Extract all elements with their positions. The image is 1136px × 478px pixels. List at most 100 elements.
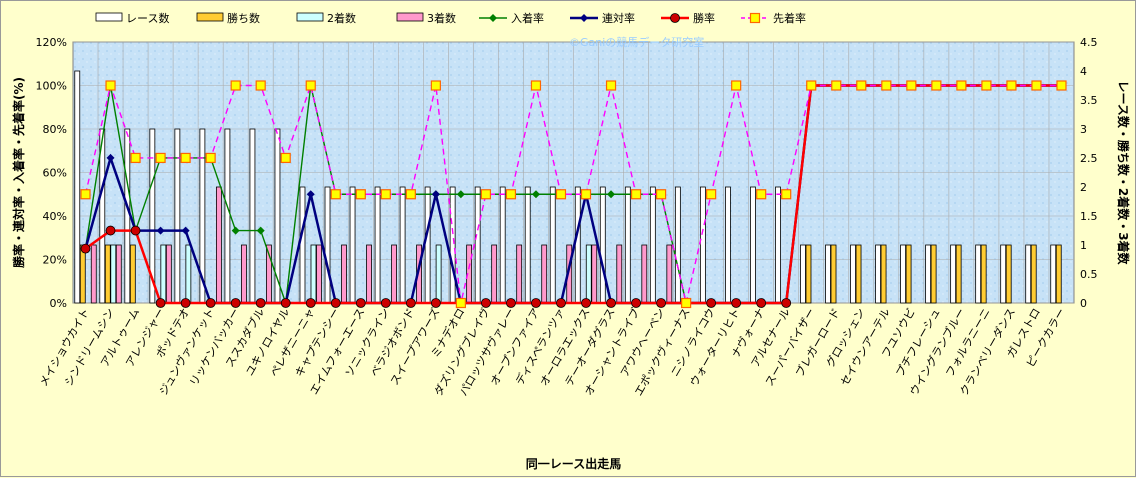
win-rate-marker bbox=[155, 298, 166, 308]
bar-races bbox=[99, 128, 106, 304]
rentai-rate-marker bbox=[106, 153, 115, 162]
bar-thirds bbox=[616, 244, 623, 304]
win-rate-marker bbox=[255, 298, 266, 308]
bar-races bbox=[449, 186, 456, 304]
y-right-tick-label: 1 bbox=[1080, 239, 1087, 252]
bar-races bbox=[674, 186, 681, 304]
bar-races bbox=[324, 186, 331, 304]
win-rate-marker bbox=[756, 298, 767, 308]
y-left-tick-label: 100% bbox=[36, 80, 67, 93]
senchaku-rate-marker bbox=[881, 80, 892, 91]
senchaku-rate-marker bbox=[430, 80, 441, 91]
senchaku-rate-marker bbox=[305, 80, 316, 91]
senchaku-rate-markers bbox=[80, 80, 1067, 309]
bar-races bbox=[1050, 244, 1057, 304]
bar-wins bbox=[955, 244, 962, 304]
win-rate-marker bbox=[581, 298, 591, 308]
legend-label: 入着率 bbox=[511, 11, 544, 25]
bar-seconds bbox=[435, 244, 442, 304]
senchaku-rate-marker bbox=[280, 152, 291, 164]
senchaku-rate-line bbox=[84, 82, 1062, 304]
senchaku-rate-marker bbox=[480, 189, 492, 200]
senchaku-rate-marker bbox=[555, 189, 567, 200]
y-left-tick-label: 40% bbox=[43, 210, 67, 223]
bar-wins bbox=[129, 244, 136, 304]
senchaku-rate-marker bbox=[405, 189, 416, 200]
bar-races bbox=[174, 128, 181, 304]
bar-races bbox=[1000, 244, 1007, 304]
bar-seconds bbox=[160, 244, 167, 304]
bar-thirds bbox=[541, 244, 548, 304]
bar-races bbox=[750, 186, 756, 304]
bar-thirds bbox=[641, 244, 648, 304]
senchaku-rate-marker bbox=[756, 189, 767, 200]
bar-wins bbox=[930, 244, 937, 304]
watermark: ©Ganiの競馬データ研究室 bbox=[569, 35, 704, 49]
senchaku-rate-marker bbox=[180, 152, 191, 164]
legend-label: レース数 bbox=[126, 12, 169, 25]
senchaku-rate-marker bbox=[956, 80, 967, 91]
bar-races bbox=[524, 186, 531, 304]
senchaku-rate-marker bbox=[906, 80, 917, 91]
win-rate-line bbox=[84, 84, 1062, 305]
legend-swatch bbox=[296, 12, 324, 22]
legend-swatch bbox=[196, 12, 224, 22]
win-rate-marker bbox=[330, 298, 341, 308]
y-left-tick-label: 80% bbox=[43, 123, 67, 136]
win-rate-marker bbox=[606, 298, 616, 308]
place-rate-marker bbox=[607, 190, 616, 199]
bar-races bbox=[725, 186, 731, 304]
senchaku-rate-marker bbox=[605, 80, 617, 91]
rentai-rate-marker bbox=[181, 226, 190, 235]
y-left-tick-label: 120% bbox=[36, 36, 67, 49]
y-left-tick-label: 60% bbox=[43, 167, 67, 180]
bar-races bbox=[599, 186, 606, 304]
bar-thirds bbox=[90, 244, 97, 304]
bar-thirds bbox=[341, 244, 347, 304]
senchaku-rate-marker bbox=[831, 80, 842, 91]
win-rate-marker bbox=[205, 298, 216, 308]
y-right-tick-label: 3.5 bbox=[1080, 94, 1098, 107]
place-rate-marker bbox=[531, 190, 540, 199]
senchaku-rate-marker bbox=[1031, 80, 1042, 91]
win-rate-marker bbox=[230, 298, 241, 308]
bar-wins bbox=[980, 244, 987, 304]
legend-marker bbox=[489, 14, 497, 22]
legend-marker bbox=[749, 12, 761, 24]
y-right-tick-label: 3 bbox=[1080, 123, 1087, 136]
y-left-tick-label: 20% bbox=[43, 254, 67, 267]
bar-races bbox=[149, 128, 156, 304]
bar-races bbox=[1025, 244, 1032, 304]
rentai-rate-marker bbox=[306, 190, 315, 199]
bar-thirds bbox=[516, 244, 523, 304]
bar-races bbox=[349, 186, 356, 304]
bar-races bbox=[975, 244, 982, 304]
y-right-tick-label: 2 bbox=[1080, 181, 1087, 194]
senchaku-rate-marker bbox=[981, 80, 992, 91]
y-right-tick-label: 2.5 bbox=[1080, 152, 1098, 165]
place-rate-marker bbox=[231, 226, 240, 235]
win-rate-marker bbox=[481, 298, 491, 308]
bar-thirds bbox=[591, 244, 598, 304]
senchaku-rate-marker bbox=[655, 189, 667, 200]
bar-wins bbox=[1030, 244, 1037, 304]
y-right-tick-label: 0 bbox=[1080, 297, 1087, 310]
bar-races bbox=[399, 186, 406, 304]
bar-thirds bbox=[115, 244, 122, 304]
win-rate-marker bbox=[731, 298, 742, 308]
senchaku-rate-marker bbox=[130, 152, 141, 164]
bar-races bbox=[224, 128, 231, 304]
senchaku-rate-marker bbox=[105, 80, 116, 91]
win-rate-marker bbox=[305, 298, 316, 308]
win-rate-marker bbox=[656, 298, 666, 308]
y-right-tick-label: 0.5 bbox=[1080, 268, 1098, 281]
win-rate-marker bbox=[280, 298, 291, 308]
bar-wins bbox=[1005, 244, 1012, 304]
win-rate-marker bbox=[180, 298, 191, 308]
bar-thirds bbox=[241, 244, 247, 304]
legend-marker bbox=[670, 13, 680, 23]
senchaku-rate-marker bbox=[781, 189, 792, 200]
y-right-tick-label: 4.5 bbox=[1080, 36, 1098, 49]
bar-races bbox=[374, 186, 381, 304]
